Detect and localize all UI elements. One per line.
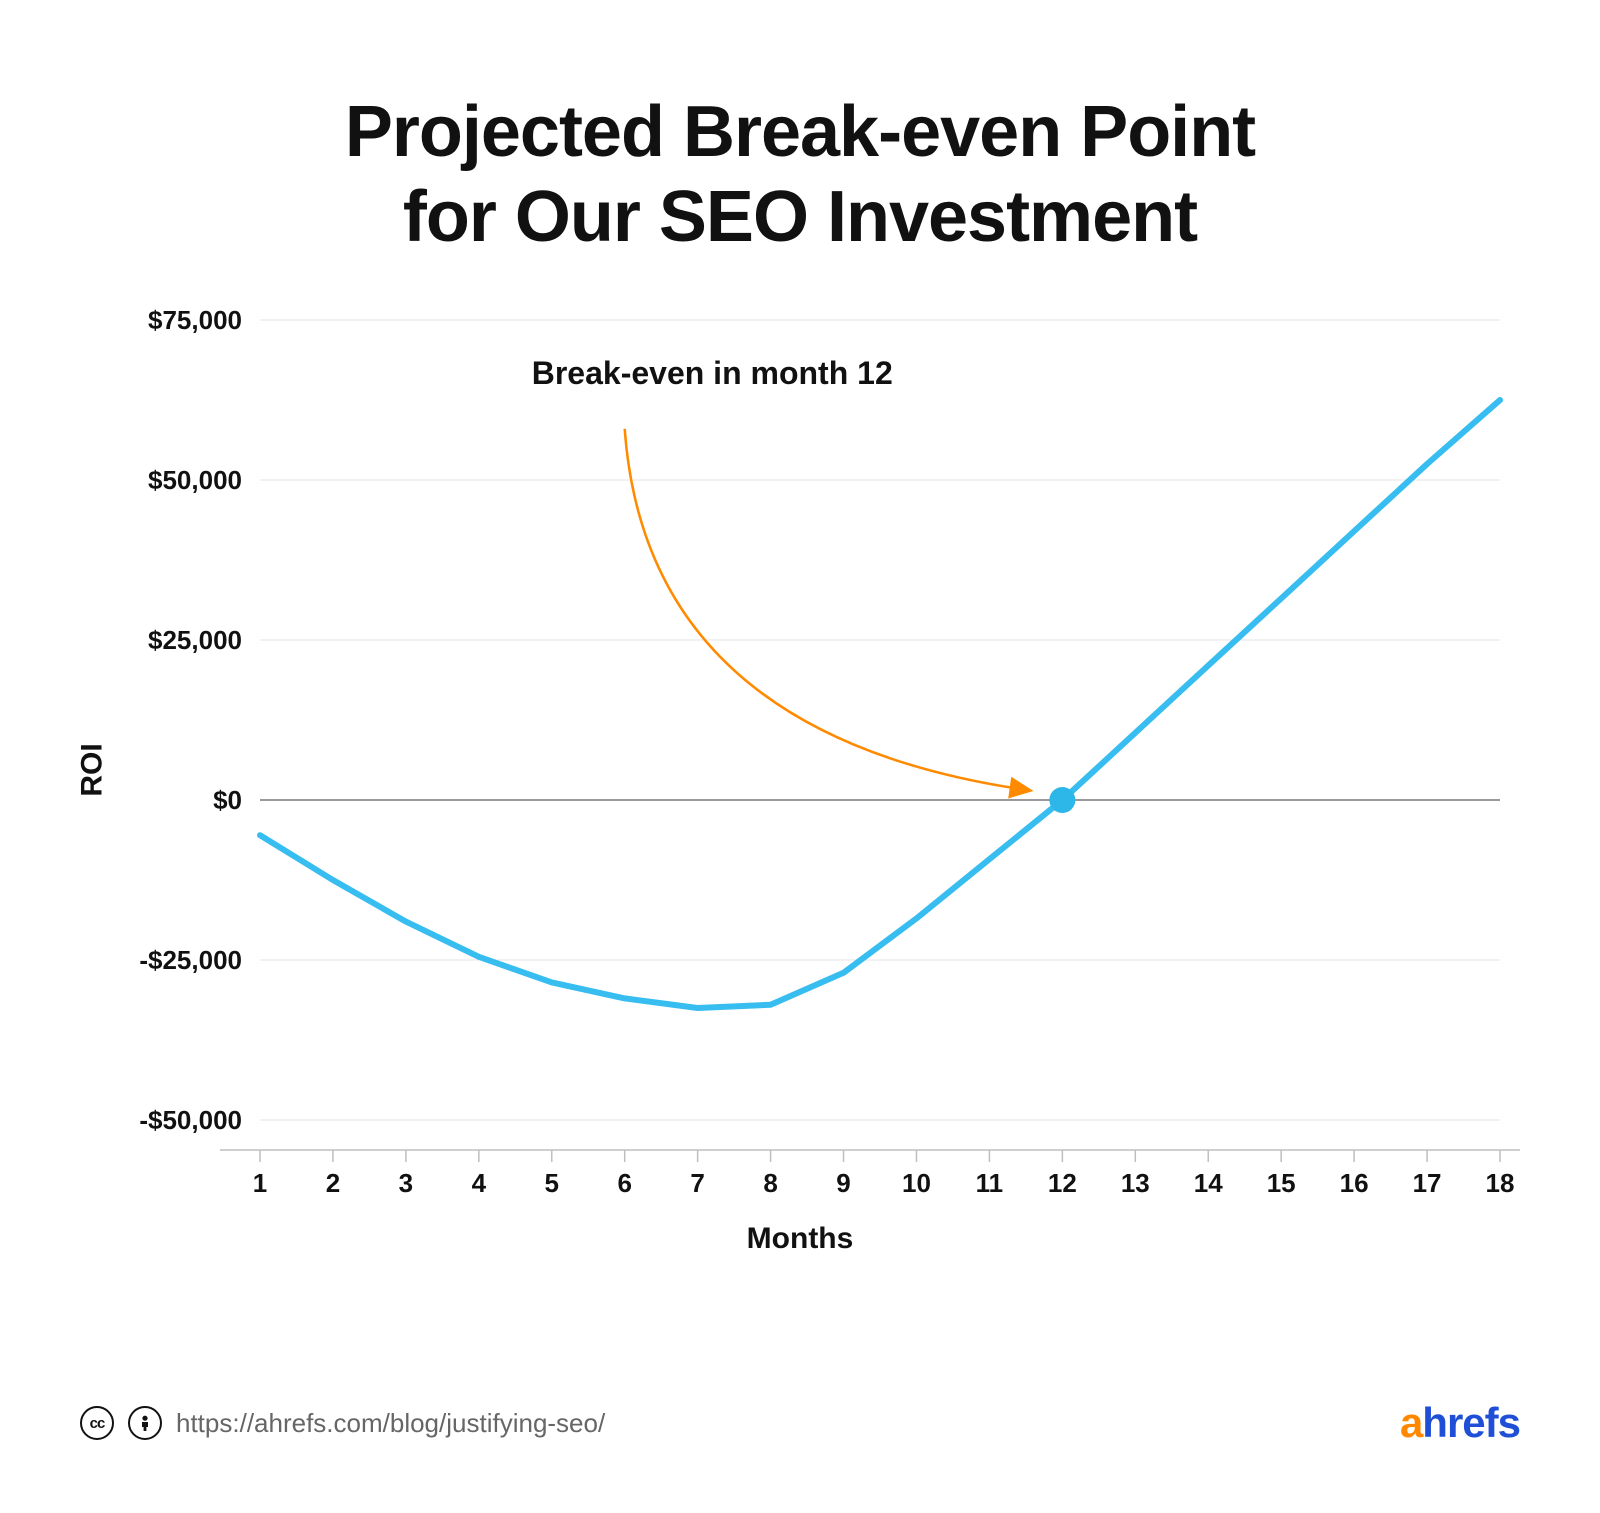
source-url: https://ahrefs.com/blog/justifying-seo/: [176, 1408, 605, 1439]
ahrefs-logo: ahrefs: [1400, 1399, 1520, 1447]
y-axis-label: ROI: [76, 743, 110, 796]
logo-a: a: [1400, 1399, 1422, 1446]
attribution: cc https://ahrefs.com/blog/justifying-se…: [80, 1406, 605, 1440]
x-tick-label: 1: [253, 1168, 267, 1198]
y-tick-label: $75,000: [148, 305, 242, 335]
x-tick-label: 6: [617, 1168, 631, 1198]
x-tick-label: 7: [690, 1168, 704, 1198]
logo-rest: hrefs: [1422, 1399, 1520, 1446]
x-tick-label: 15: [1267, 1168, 1296, 1198]
y-tick-label: -$50,000: [139, 1105, 242, 1135]
cc-icon: cc: [80, 1406, 114, 1440]
x-tick-label: 12: [1048, 1168, 1077, 1198]
y-tick-label: $0: [213, 785, 242, 815]
x-tick-label: 9: [836, 1168, 850, 1198]
x-axis-label: Months: [80, 1222, 1520, 1256]
annotation-arrowhead-icon: [1008, 777, 1033, 799]
x-tick-label: 13: [1121, 1168, 1150, 1198]
by-icon: [128, 1406, 162, 1440]
x-tick-label: 4: [472, 1168, 487, 1198]
y-tick-label: $50,000: [148, 465, 242, 495]
annotation-label: Break-even in month 12: [532, 355, 893, 391]
chart-title: Projected Break-even Point for Our SEO I…: [80, 90, 1520, 260]
line-chart: -$50,000 -$25,000 $0 $25,000 $50,000 $75,000 1…: [80, 300, 1520, 1240]
x-tick-label: 17: [1413, 1168, 1442, 1198]
x-tick-label: 8: [763, 1168, 777, 1198]
x-tick-label: 5: [545, 1168, 559, 1198]
x-tick-label: 3: [399, 1168, 413, 1198]
x-tick-label: 2: [326, 1168, 340, 1198]
y-tick-label: $25,000: [148, 625, 242, 655]
x-tick-label: 11: [976, 1168, 1004, 1198]
y-tick-label: -$25,000: [139, 945, 242, 975]
chart-title-line1: Projected Break-even Point: [345, 92, 1255, 172]
x-tick-label: 14: [1194, 1168, 1223, 1198]
chart-container: ROI -$50,000-$25,000$0$25,000$50,000$75,…: [80, 300, 1520, 1240]
x-tick-label: 18: [1486, 1168, 1515, 1198]
roi-line: [260, 400, 1500, 1008]
x-tick-label: 16: [1340, 1168, 1369, 1198]
annotation-arrow: [625, 429, 1030, 791]
x-tick-label: 10: [902, 1168, 931, 1198]
break-even-marker: [1049, 787, 1075, 813]
chart-title-line2: for Our SEO Investment: [403, 177, 1197, 257]
